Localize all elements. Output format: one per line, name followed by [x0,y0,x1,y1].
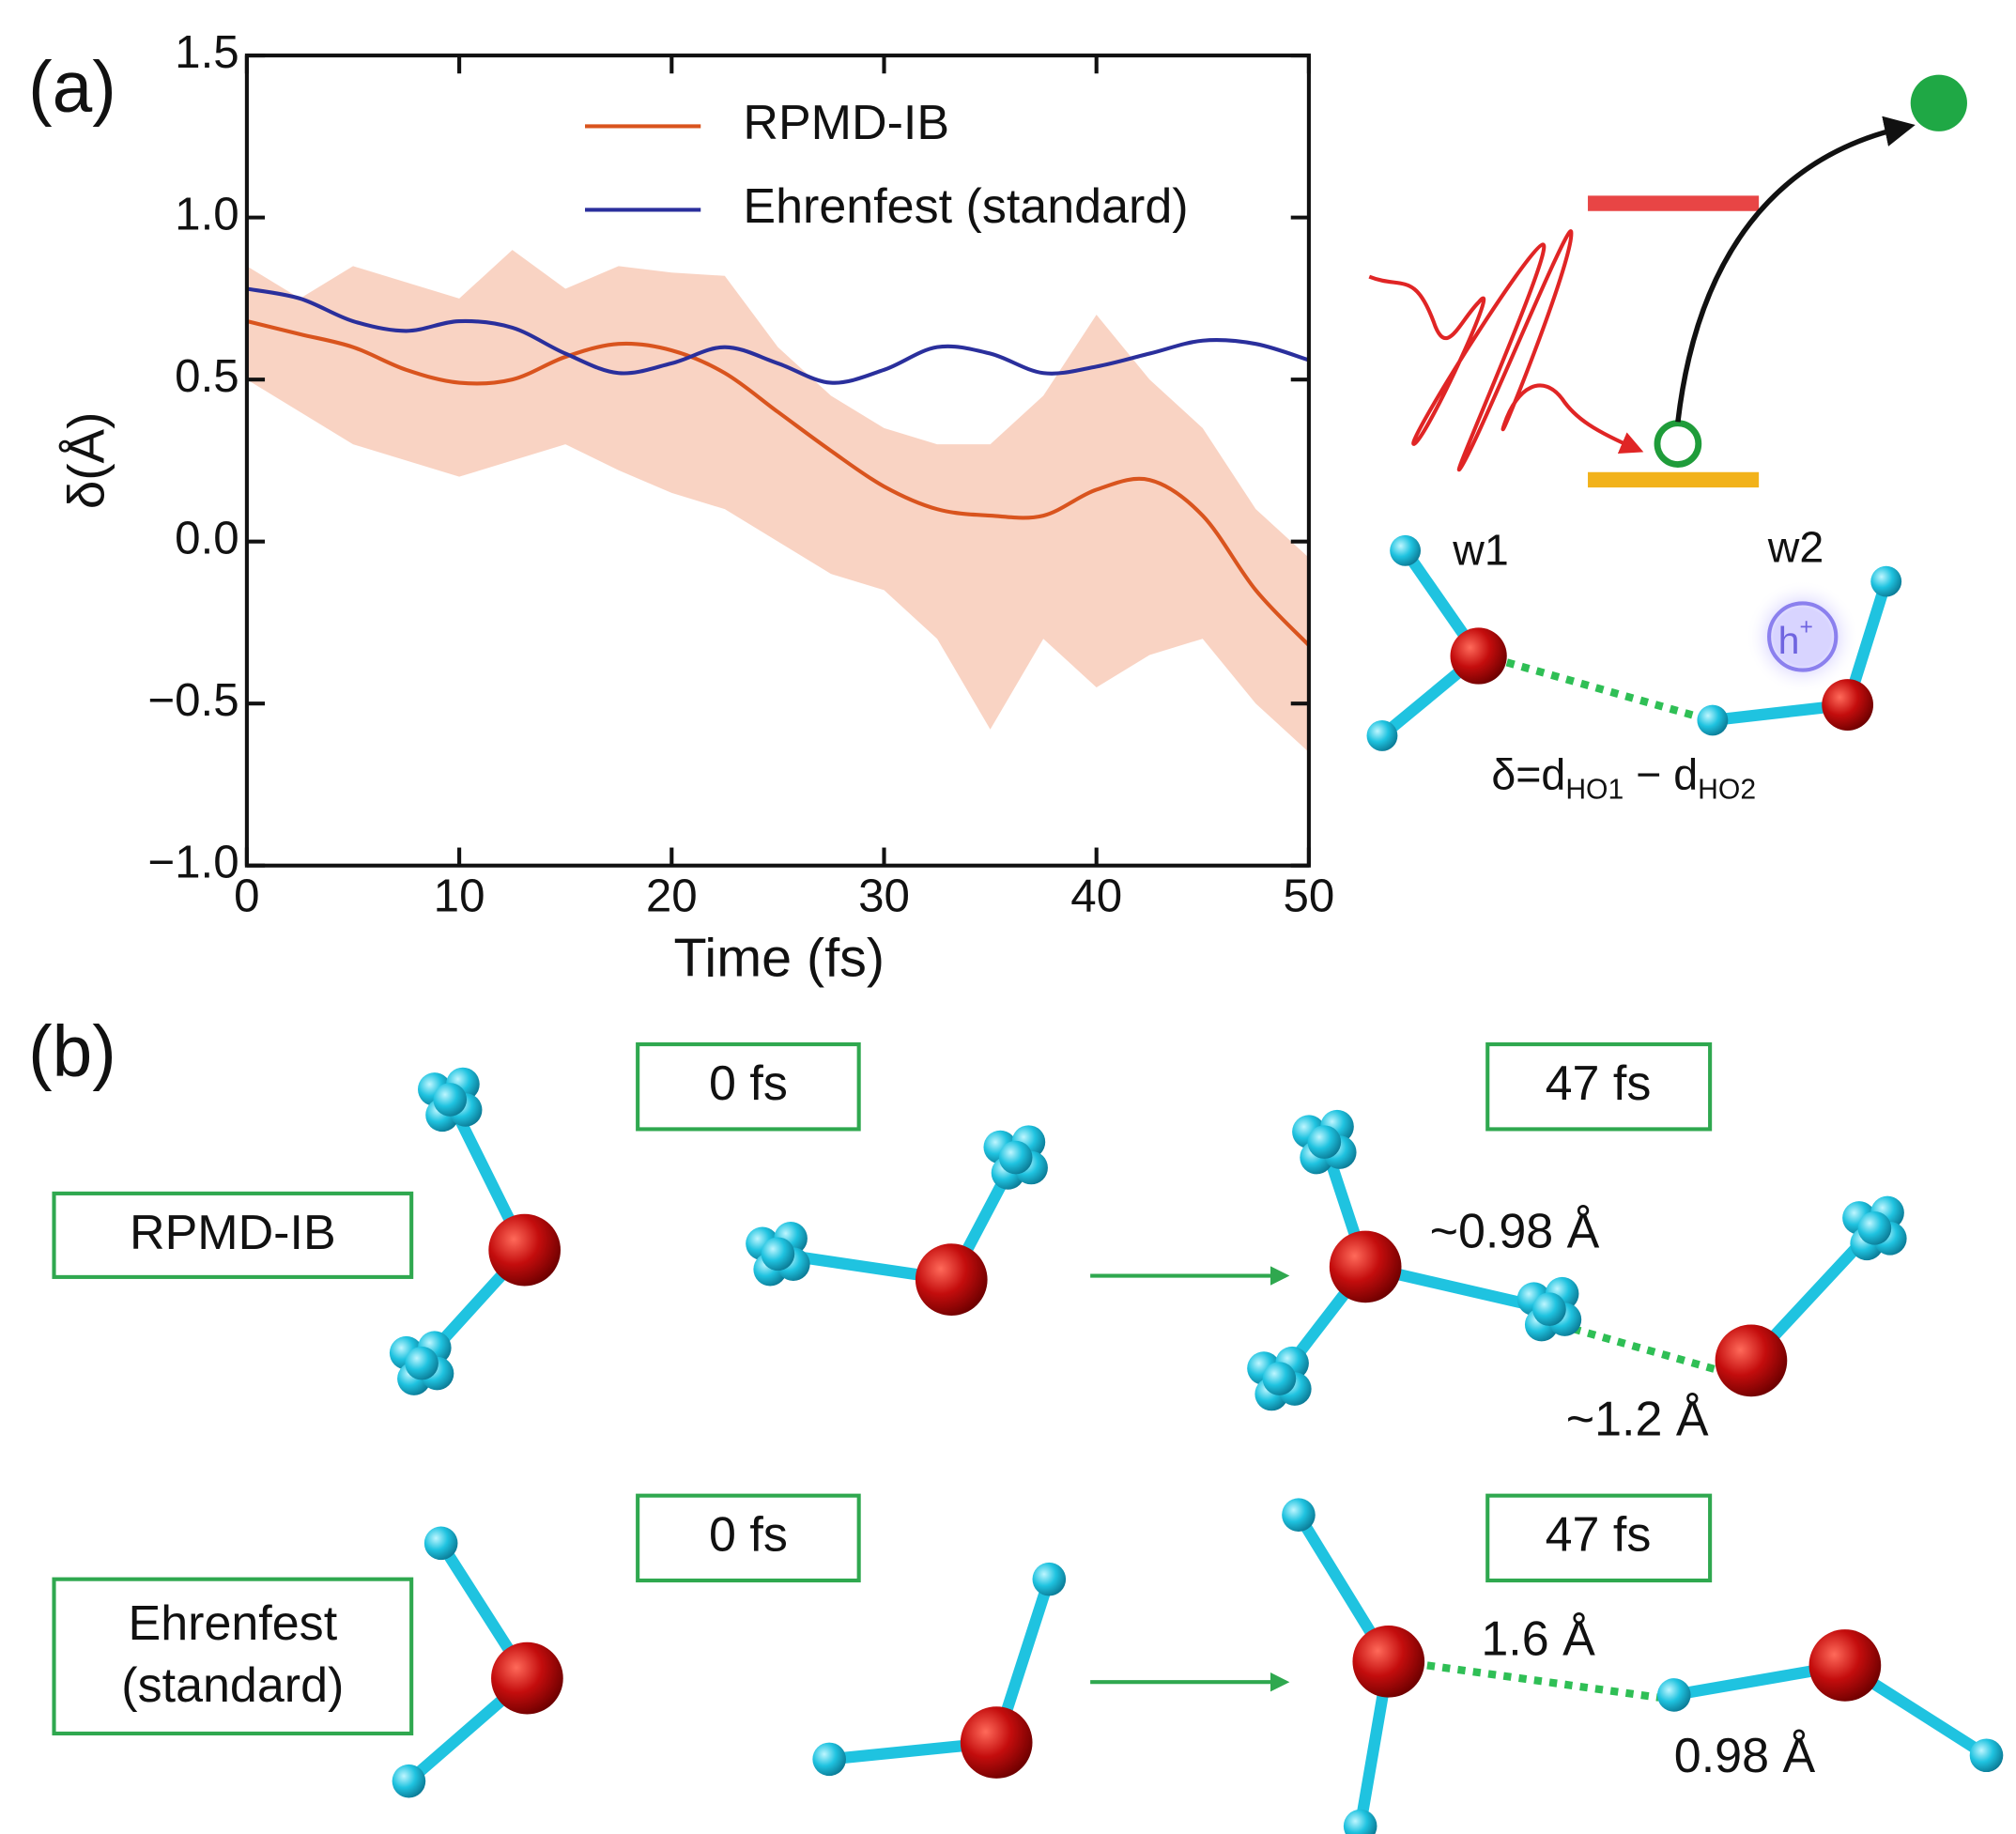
x-tick-label: 30 [858,870,910,921]
time-label: 0 fs [709,1056,788,1111]
o-atom [1329,1230,1402,1303]
h-atom [1366,720,1398,751]
o-atom [1808,1629,1882,1702]
y-tick-label: −1.0 [147,837,239,888]
label-w2: w2 [1767,523,1824,572]
h-atom [1032,1562,1067,1596]
time-box [636,1042,861,1132]
hole-start [1654,420,1702,468]
bond-length: ~0.98 Å [1430,1204,1600,1258]
panel-label: (a) [28,48,116,128]
excitation-arrow [1675,116,1916,423]
hole-label: h+ [1778,614,1813,662]
delta-definition: δ=dHO1 − dHO2 [1491,750,1756,805]
y-tick-label: 1.5 [175,26,239,78]
h-atom [1307,1125,1342,1159]
hbond [1505,658,1699,720]
plot: 0 10 20 30 40 50 −1.0 −0.5 0.0 0.5 1.0 1.5 RPMD-IB Eh… [147,26,1334,921]
hole-halo [1746,579,1859,694]
molecules [389,1067,2004,1834]
x-tick-label: 20 [646,870,698,921]
series-line [246,319,1311,647]
method-box [52,1577,414,1736]
x-axis-label: Time (fs) [673,929,885,989]
x-tick-label: 50 [1283,870,1334,921]
o-atom [1715,1324,1788,1397]
h-atom [1969,1738,2004,1773]
time-label: 47 fs [1546,1508,1652,1563]
h-atom [1656,1678,1691,1712]
bond-length: 0.98 Å [1674,1729,1816,1783]
method-label: (standard) [121,1658,344,1713]
y-tick-label: 0.0 [175,513,239,564]
hole-end [1910,74,1967,131]
plot-frame [244,54,1311,868]
time-label: 0 fs [709,1508,788,1563]
panel-b: (b) 0 fs 47 fs RPMD-IB 0 fs 47 fs Ehrenf… [28,1012,2004,1834]
h-atom [423,1526,458,1561]
h-atom [433,1083,468,1117]
x-tick-label: 0 [234,870,259,921]
hbond [1557,1320,1718,1374]
confidence-band [246,250,1309,752]
h-atom [1390,534,1422,566]
hbond [1426,1661,1659,1702]
h-atom [1857,1211,1892,1245]
o-atom [960,1706,1033,1779]
h-atom [392,1764,426,1798]
series-line [246,286,1310,385]
panel-label: (b) [28,1012,116,1092]
o-atom [915,1243,988,1316]
bond-length: 1.6 Å [1481,1612,1595,1667]
h-atom [1262,1362,1297,1395]
y-tick-label: 0.5 [175,350,239,402]
o-atom [491,1641,563,1715]
o-atom [1352,1625,1425,1698]
light-pulse [1368,229,1644,472]
method-box [52,1191,414,1279]
h-atom [1532,1292,1566,1326]
method-label: RPMD-IB [130,1206,336,1260]
x-tick-label: 10 [434,870,485,921]
x-tick-label: 40 [1070,870,1122,921]
y-axis-label: δ(Å) [56,412,115,509]
h-atom [1870,565,1902,597]
o-atom [488,1213,561,1287]
legend-label: RPMD-IB [743,96,949,150]
y-tick-label: 1.0 [175,189,239,240]
hole-ring [1767,601,1839,672]
time-box [1485,1493,1713,1583]
h-atom [1697,704,1729,736]
y-tick-label: −0.5 [147,674,239,726]
bond-length: ~1.2 Å [1566,1392,1709,1446]
h-atom [761,1237,795,1271]
h-atom [1343,1809,1377,1834]
method-label: Ehrenfest [129,1596,338,1651]
legend-label: Ehrenfest (standard) [743,179,1188,234]
time-box [1485,1042,1713,1132]
h-atom [998,1140,1033,1175]
h-atom [812,1742,846,1777]
schematic: w1 w2 h+ δ=dHO1 − dHO2 [1366,74,1967,805]
time-label: 47 fs [1546,1056,1652,1111]
o-atom [1450,627,1507,685]
h-atom [405,1346,439,1380]
time-box [636,1493,861,1583]
h-atom [1282,1498,1316,1533]
o-atom [1822,679,1874,731]
label-w1: w1 [1452,525,1509,574]
